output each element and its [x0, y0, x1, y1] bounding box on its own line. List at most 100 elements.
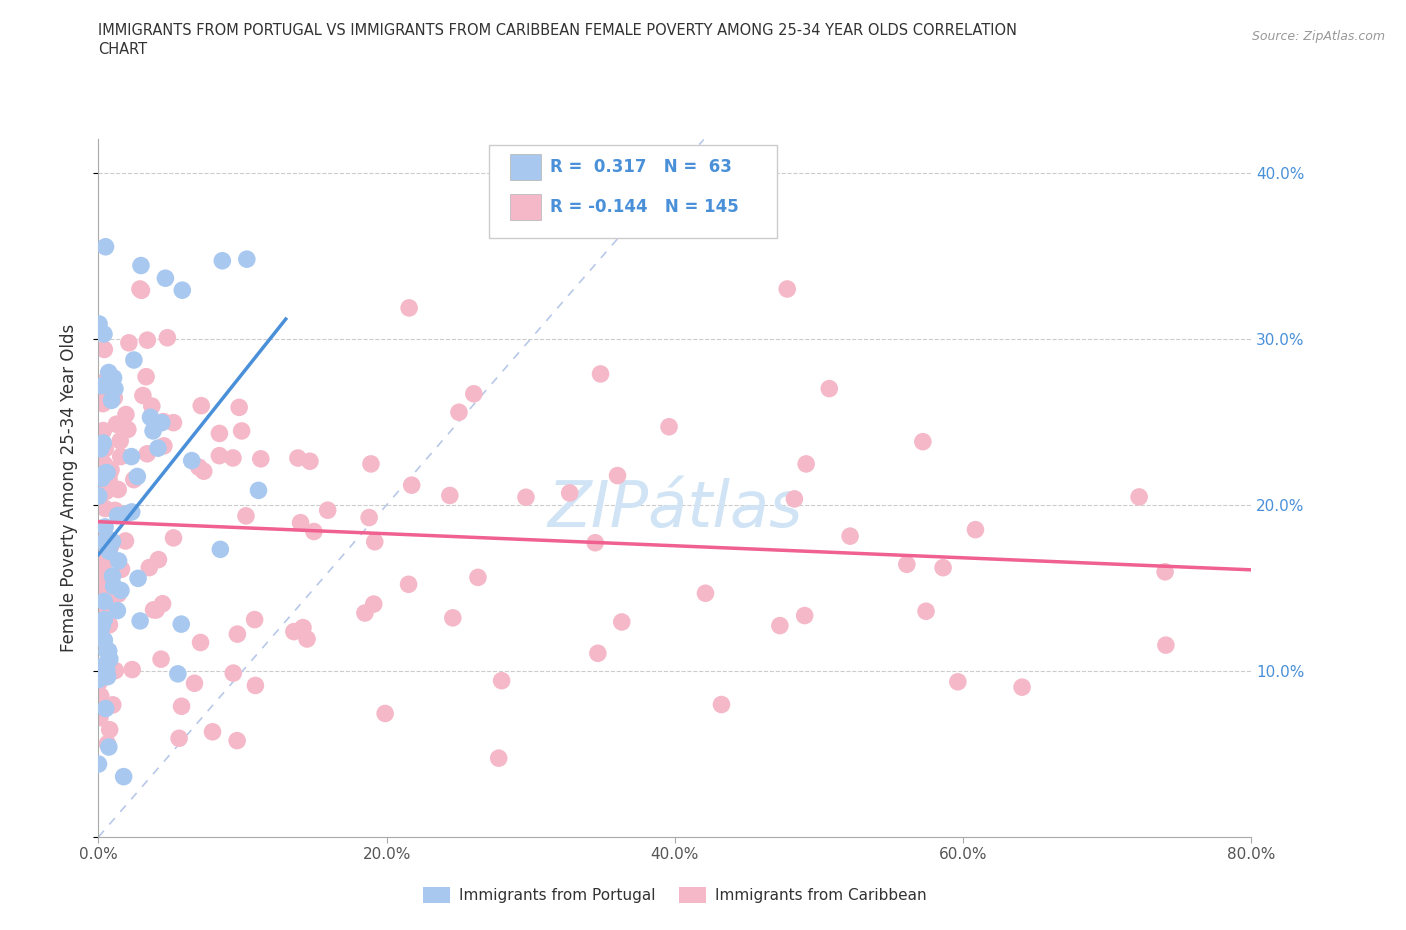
Point: [94, 466, 117, 481]
Point: [87, 316, 110, 331]
Text: CHART: CHART: [98, 42, 148, 57]
Point: [167, 731, 190, 746]
Point: [135, 369, 157, 384]
Point: [354, 605, 377, 620]
Point: [101, 534, 124, 549]
Point: [100, 551, 122, 565]
Point: [98, 543, 121, 558]
Point: [96, 662, 118, 677]
Point: [136, 446, 159, 461]
Point: [93, 326, 115, 341]
Point: [131, 283, 153, 298]
Point: [146, 441, 169, 456]
Point: [145, 603, 167, 618]
Point: [97, 644, 120, 658]
Point: [226, 627, 249, 642]
Point: [156, 330, 179, 345]
Text: R = -0.144   N = 145: R = -0.144 N = 145: [550, 198, 738, 216]
Point: [359, 511, 381, 525]
Point: [291, 620, 314, 635]
Point: [96, 465, 118, 480]
Point: [98, 618, 121, 632]
Point: [97, 739, 120, 754]
Point: [228, 400, 250, 415]
Point: [94, 484, 117, 498]
Text: ZIPátlas: ZIPátlas: [547, 478, 803, 540]
Point: [139, 410, 162, 425]
Point: [818, 381, 841, 396]
Point: [180, 453, 202, 468]
Point: [138, 560, 160, 575]
Point: [107, 553, 129, 568]
Point: [87, 574, 110, 589]
Point: [211, 253, 233, 268]
Point: [110, 562, 132, 577]
Point: [91, 435, 114, 450]
Point: [208, 426, 231, 441]
Point: [112, 769, 135, 784]
Point: [129, 259, 152, 273]
Point: [287, 451, 309, 466]
Point: [298, 454, 321, 469]
Point: [104, 381, 127, 396]
Point: [93, 594, 115, 609]
Point: [104, 503, 127, 518]
Point: [97, 670, 120, 684]
Point: [769, 618, 792, 633]
Point: [141, 399, 163, 414]
Point: [142, 423, 165, 438]
Point: [398, 300, 420, 315]
Point: [167, 667, 190, 682]
Point: [93, 380, 115, 395]
Point: [374, 706, 396, 721]
Point: [122, 472, 145, 487]
Point: [463, 386, 485, 401]
Point: [932, 560, 955, 575]
Point: [127, 571, 149, 586]
Point: [794, 457, 817, 472]
Point: [153, 438, 176, 453]
Point: [360, 457, 382, 472]
Point: [93, 467, 115, 482]
Point: [93, 608, 115, 623]
Point: [91, 535, 114, 550]
Point: [100, 599, 122, 614]
Point: [103, 370, 125, 385]
Point: [558, 485, 581, 500]
Point: [97, 365, 120, 380]
Point: [89, 497, 111, 512]
Point: [695, 586, 717, 601]
Point: [363, 597, 385, 612]
Point: [316, 503, 339, 518]
Point: [93, 342, 115, 357]
Point: [148, 552, 170, 567]
Point: [190, 635, 212, 650]
Point: [1154, 565, 1177, 579]
Point: [110, 449, 132, 464]
Point: [118, 336, 141, 351]
Point: [94, 239, 117, 254]
Point: [91, 471, 114, 485]
Y-axis label: Female Poverty Among 25-34 Year Olds: Female Poverty Among 25-34 Year Olds: [59, 325, 77, 652]
Point: [94, 442, 117, 457]
Point: [965, 523, 987, 538]
Point: [87, 488, 110, 503]
Point: [93, 587, 115, 602]
Point: [108, 433, 131, 448]
Point: [398, 577, 420, 591]
Point: [101, 569, 124, 584]
Point: [87, 672, 110, 687]
Point: [439, 488, 461, 503]
Point: [302, 525, 325, 539]
Point: [283, 624, 305, 639]
Point: [142, 603, 165, 618]
Point: [89, 448, 111, 463]
Point: [187, 459, 209, 474]
Point: [515, 490, 537, 505]
Point: [89, 376, 111, 391]
Point: [136, 333, 159, 348]
Point: [172, 283, 194, 298]
Point: [98, 466, 121, 481]
Point: [190, 398, 212, 413]
Text: Source: ZipAtlas.com: Source: ZipAtlas.com: [1251, 30, 1385, 43]
